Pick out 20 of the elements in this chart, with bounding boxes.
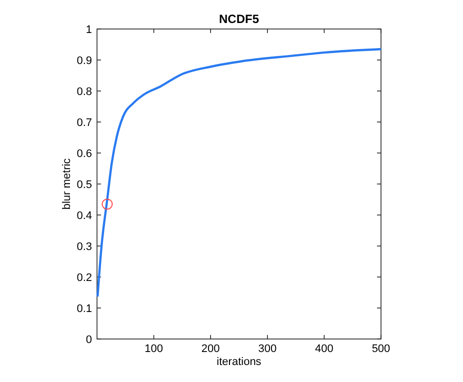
x-tick-label: 200: [201, 343, 220, 355]
y-tick-label: 0.2: [76, 272, 92, 284]
y-tick-label: 0.6: [76, 148, 92, 160]
x-tick-label: 100: [144, 343, 163, 355]
y-tick-label: 0.3: [76, 241, 92, 253]
y-tick-label: 0.1: [76, 303, 92, 315]
y-tick-label: 0.7: [76, 117, 92, 129]
x-axis-title: iterations: [216, 356, 262, 368]
y-axis-title: blur metric: [61, 158, 73, 210]
x-tick-label: 300: [258, 343, 277, 355]
x-tick-label: 500: [372, 343, 390, 355]
y-tick-label: 1: [86, 24, 92, 36]
y-tick-label: 0.4: [76, 210, 92, 222]
x-tick-label: 400: [315, 343, 334, 355]
chart-title: NCDF5: [218, 12, 260, 26]
y-tick-label: 0.9: [76, 55, 92, 67]
y-tick-label: 0: [86, 334, 92, 346]
y-tick-label: 0.5: [76, 179, 92, 191]
y-tick-label: 0.8: [76, 86, 92, 98]
line-series: [96, 48, 382, 298]
